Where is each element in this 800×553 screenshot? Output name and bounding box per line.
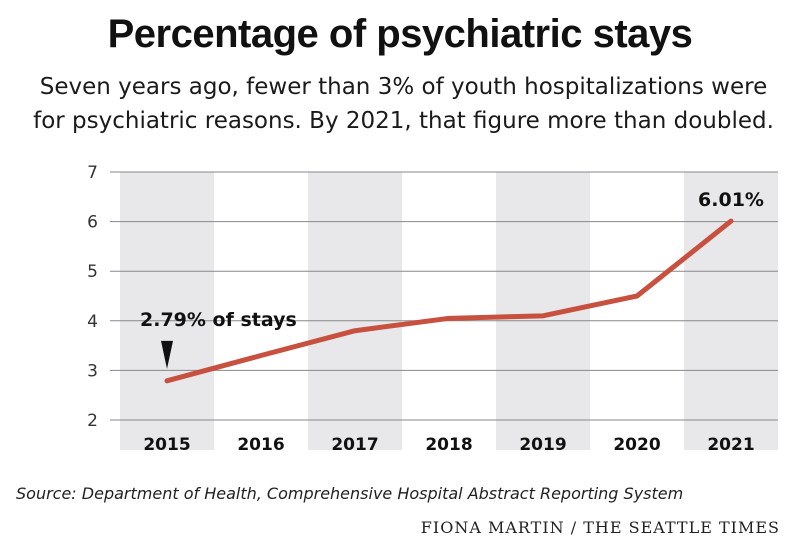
subtitle-line-2: for psychiatric reasons. By 2021, that f… xyxy=(33,108,774,134)
subtitle-line-1: Seven years ago, fewer than 3% of youth … xyxy=(39,74,768,100)
x-tick-label-2018: 2018 xyxy=(425,435,472,455)
annotation-end: 6.01% xyxy=(698,189,764,211)
x-tick-label-2017: 2017 xyxy=(331,435,378,455)
band-2015 xyxy=(120,172,214,450)
series-path xyxy=(164,218,734,384)
x-tick-label-2016: 2016 xyxy=(237,435,284,455)
y-tick-label-4: 4 xyxy=(87,312,98,332)
band-2021 xyxy=(684,172,778,450)
x-tick-label-2021: 2021 xyxy=(707,435,754,455)
y-tick-label-2: 2 xyxy=(87,411,98,431)
x-axis-ticks: 2015 2016 2017 2018 2019 2020 2021 xyxy=(143,435,754,455)
source-note: Source: Department of Health, Comprehens… xyxy=(16,484,684,503)
y-tick-label-5: 5 xyxy=(87,262,98,282)
series-line xyxy=(164,218,734,384)
x-tick-label-2019: 2019 xyxy=(519,435,566,455)
chart-title: Percentage of psychiatric stays xyxy=(107,12,693,56)
annotation-start: 2.79% of stays xyxy=(140,309,297,331)
annotation-pointer xyxy=(161,340,173,369)
chart-subtitle: Seven years ago, fewer than 3% of youth … xyxy=(16,70,791,138)
band-2017 xyxy=(308,172,402,450)
x-tick-label-2020: 2020 xyxy=(613,435,660,455)
line-chart: 2 3 4 5 6 7 2015 2016 2017 2018 2019 2020 2021 2.79… xyxy=(87,163,778,455)
x-tick-label-2015: 2015 xyxy=(143,435,190,455)
y-tick-label-3: 3 xyxy=(87,361,98,381)
credit-line: FIONA MARTIN / THE SEATTLE TIMES xyxy=(420,518,780,537)
y-tick-label-6: 6 xyxy=(87,213,98,233)
gridlines xyxy=(110,171,778,421)
y-axis-ticks: 2 3 4 5 6 7 xyxy=(87,163,98,431)
y-tick-label-7: 7 xyxy=(87,163,98,183)
annotations: 2.79% of stays 6.01% xyxy=(140,189,764,369)
